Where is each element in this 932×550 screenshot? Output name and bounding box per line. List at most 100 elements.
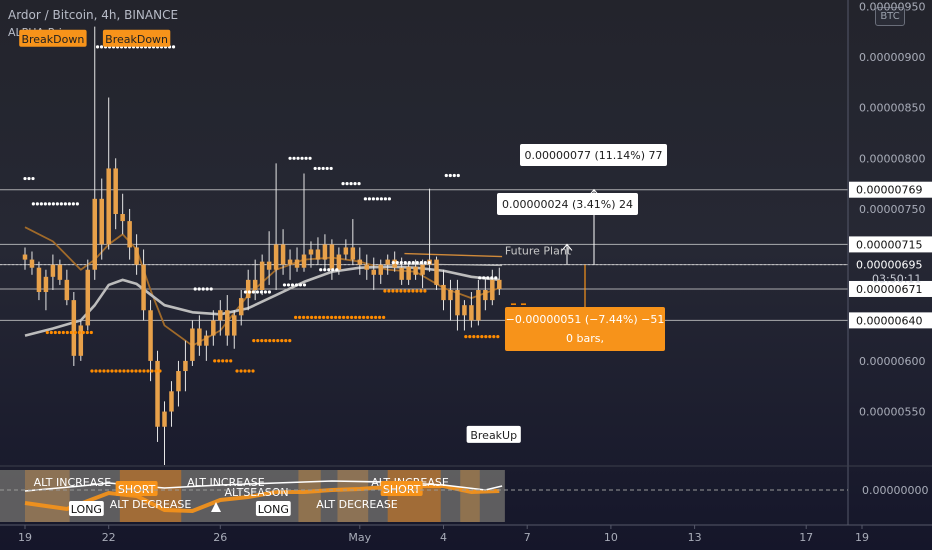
candle-body [148,310,153,361]
signal-dot [114,369,118,373]
breakdown-signal: BreakDown [19,29,87,47]
signal-dot [378,315,382,319]
signal-dot [106,369,110,373]
currency-badge[interactable]: BTC [875,7,905,26]
signal-dot [419,289,423,293]
candle-body [343,247,349,255]
breakdown-label: BreakDown [105,33,168,46]
signal-dot [77,330,81,335]
support-dots [294,315,386,319]
signal-dot [247,290,252,294]
signal-dot [353,182,357,186]
signal-dot [349,182,353,186]
candle-body [211,320,216,336]
signal-dot [342,315,346,319]
candle-body [280,244,286,265]
signal-dot [354,315,358,319]
resistance-dots [243,290,272,294]
long-badge-label: LONG [258,503,289,516]
signal-dot [94,369,98,373]
oscillator-label: ALT DECREASE [316,498,398,511]
signal-dot [313,166,317,171]
price-tick-label: 0.00000750 [859,203,925,216]
signal-dot [251,290,256,294]
signal-dot [482,276,486,280]
signal-dot [213,359,217,363]
signal-dot [407,289,411,293]
signal-dot [480,334,484,339]
signal-dot [251,369,255,373]
candle-body [259,261,265,290]
signal-dot [57,330,61,335]
oscillator-value-label: 0.00000000 [862,484,928,497]
signal-dot [142,369,146,373]
signal-dot [255,290,260,294]
signal-dot [280,339,284,343]
signal-dot [69,330,73,335]
signal-dot [264,339,268,343]
candle-body [364,264,370,270]
signal-dot [329,166,333,171]
signal-dot [318,315,322,319]
candle-body [57,264,63,280]
signal-dot [267,290,272,294]
candle-body [476,289,481,321]
candle-body [371,269,376,275]
resistance-dots [444,173,460,178]
signal-dot [272,339,276,343]
signal-dot [419,261,423,265]
signal-dot [276,339,280,343]
signal-dot [322,315,326,319]
signal-dot [126,369,130,373]
trend-line-label: Future Plant [505,245,572,258]
signal-dot [391,289,395,293]
signal-dot [383,197,387,201]
date-tick-label: May [348,531,371,544]
price-tick-label: 0.00000900 [859,51,925,64]
signal-dot [395,261,399,265]
price-level-tag [849,181,932,198]
support-dots [464,334,500,339]
signal-dot [362,315,366,319]
signal-dot [243,290,248,294]
breakdown-label: BreakDown [21,33,84,46]
signal-dot [49,330,53,335]
signal-dot [89,330,93,335]
price-level-tag [849,280,932,297]
signal-dot [217,359,221,363]
signal-dot [118,369,122,373]
measure-box-small-up [497,193,638,215]
signal-dot [415,289,419,293]
candle-body [245,279,251,299]
price-plot: BreakDown BreakDown BreakUp [0,26,848,465]
signal-dot [294,315,298,319]
signal-dot [290,283,295,287]
signal-dot [383,289,387,293]
signal-dot [247,369,251,373]
candle-body [162,411,167,427]
candle-body [78,325,84,356]
candle-body [441,284,446,301]
resistance-dots [363,197,391,201]
signal-dot [31,176,35,181]
signal-dot [448,173,452,178]
signal-dot [81,330,85,335]
signal-dot [302,283,307,287]
candle-body [455,289,460,316]
price-tick-label: 0.00000850 [859,102,925,115]
signal-dot [490,276,494,280]
resistance-dots [313,166,333,171]
signal-dot [321,166,325,171]
signal-dot [243,369,247,373]
signal-dot [298,283,303,287]
signal-dot [209,287,213,291]
signal-dot [225,359,229,363]
date-tick-label: 26 [213,531,227,544]
signal-dot [334,315,338,319]
candle-body [85,269,91,326]
signal-dot [95,45,100,49]
candle-body [469,305,474,321]
signal-dot [335,268,339,272]
oscillator-stripe [298,470,321,522]
